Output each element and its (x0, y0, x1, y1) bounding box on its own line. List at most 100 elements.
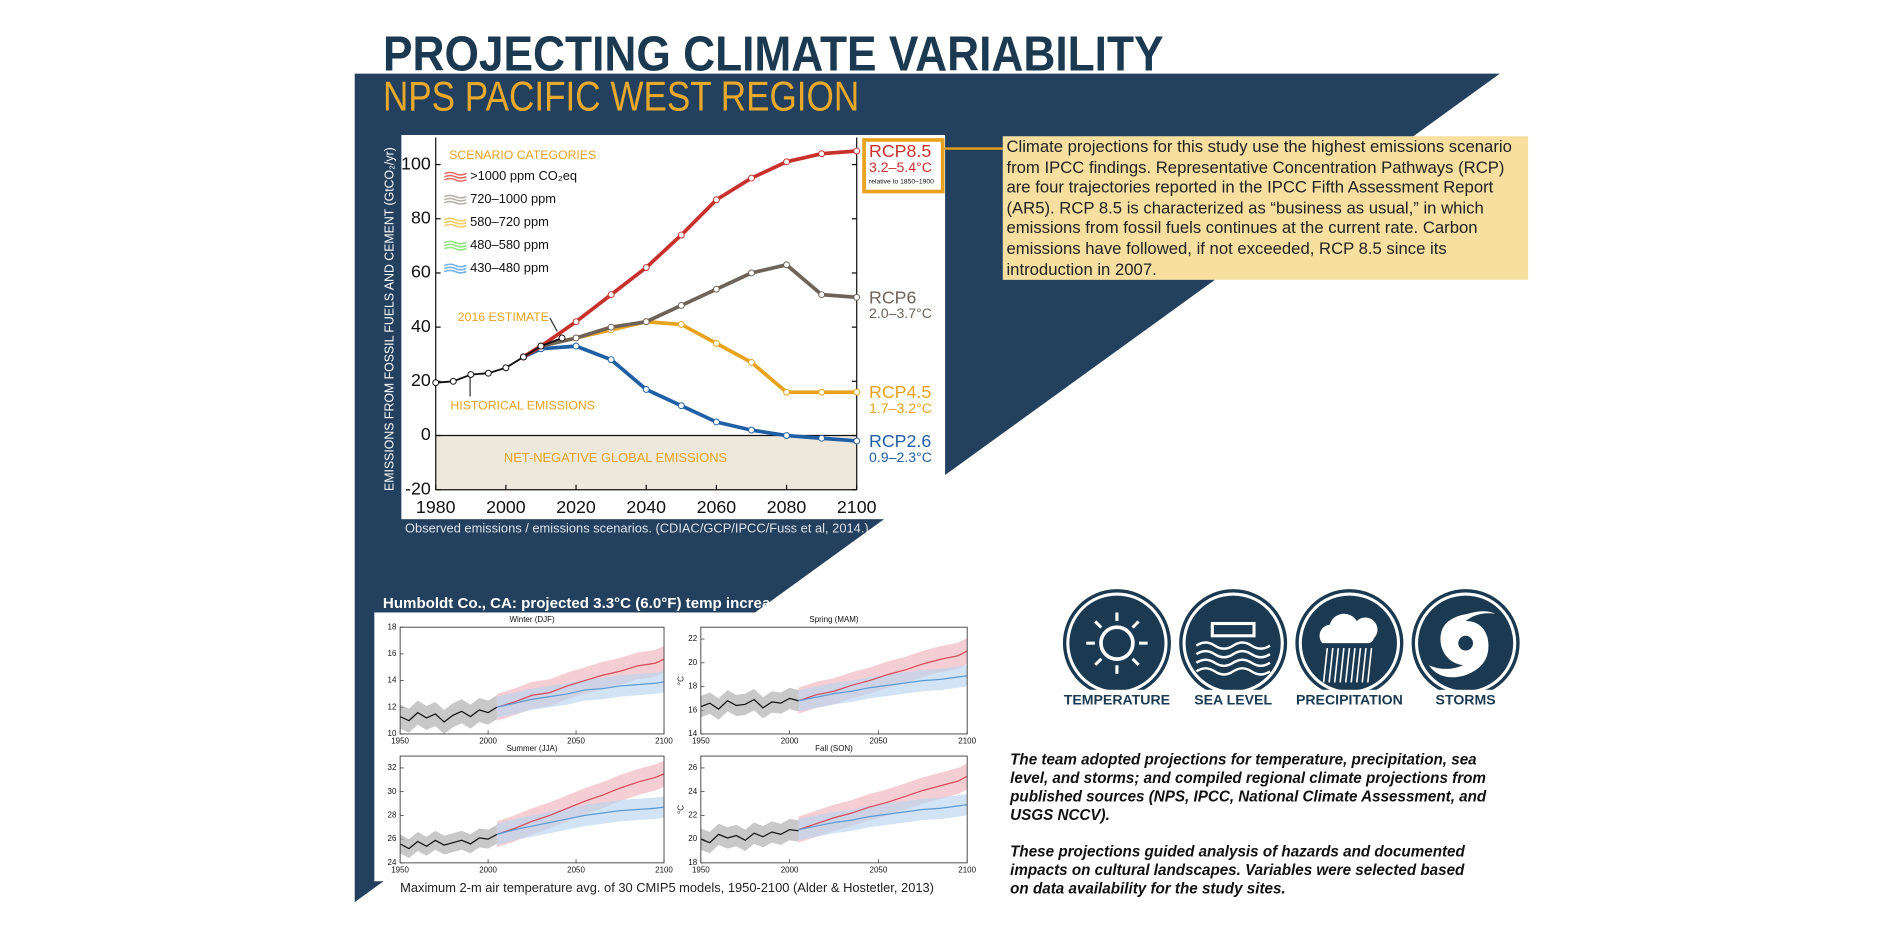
series-point (853, 437, 861, 445)
x-tick-label: 2100 (958, 736, 976, 745)
text-line: Climate projections for this study use t… (1006, 137, 1512, 156)
series-line (798, 675, 968, 702)
uncertainty-band (700, 687, 799, 720)
icon: SEA LEVEL (1176, 589, 1290, 708)
x-tick-label: 2000 (781, 865, 799, 874)
icon-shape (1131, 657, 1140, 666)
icon-shape (1339, 647, 1345, 683)
y-tick-label: 14 (688, 729, 697, 738)
annotation: HISTORICAL EMISSIONS (450, 399, 595, 413)
series-line (496, 806, 665, 835)
icon-label: TEMPERATURE (1064, 692, 1170, 708)
y-tick-label: 30 (388, 787, 397, 796)
y-tick-label: 22 (688, 811, 697, 820)
net-negative-region (435, 435, 857, 490)
series-point (712, 418, 720, 426)
icon-shape (1094, 657, 1103, 666)
series-line (496, 681, 665, 708)
series-point (818, 291, 826, 299)
panel-frame (399, 755, 665, 864)
series-point (572, 334, 580, 342)
series-point (607, 291, 615, 299)
series-point (818, 388, 826, 396)
x-tick-label: 2040 (626, 497, 666, 517)
series-point (748, 269, 755, 277)
seasonal-title: Humboldt Co., CA: projected 3.3°C (6.0°F… (383, 595, 787, 612)
uncertainty-band (798, 665, 968, 712)
series-point (712, 339, 720, 347)
series-point (783, 388, 790, 396)
series-point (519, 353, 527, 361)
y-tick-label: 18 (388, 622, 397, 631)
icon-label: PRECIPITATION (1296, 692, 1403, 708)
legend-swatch (444, 266, 467, 271)
y-axis-label: EMISSIONS FROM FOSSIL FUELS AND CEMENT (… (382, 147, 397, 491)
x-tick-label: 1980 (416, 497, 456, 517)
series-point (677, 321, 685, 328)
icon-shape (1195, 641, 1271, 650)
uncertainty-band (400, 695, 497, 734)
y-tick-label: 32 (388, 763, 397, 772)
icon-shape (1195, 658, 1271, 668)
icon-shape (1458, 635, 1473, 651)
text-line: level, and storms; and compiled regional… (1010, 769, 1486, 787)
icon-shape (1099, 625, 1135, 661)
icon-base (1060, 689, 1174, 700)
x-tick-label: 2000 (486, 497, 526, 517)
legend-swatch (444, 246, 467, 251)
x-tick-label: 2050 (567, 736, 585, 745)
paragraph: These projections guided analysis of haz… (1010, 843, 1526, 898)
icon-shape (1367, 647, 1373, 683)
series-point (748, 358, 755, 366)
legend-swatch (444, 217, 467, 222)
series-line (700, 697, 799, 710)
text-line: introduction in 2007. (1006, 259, 1157, 279)
text-line: are four trajectories reported in the IP… (1006, 178, 1494, 197)
x-tick-label: 1950 (391, 736, 409, 745)
legend-label: 720–1000 ppm (470, 191, 556, 206)
legend-title: SCENARIO CATEGORIES (449, 148, 596, 162)
series-line (798, 804, 968, 831)
y-tick-label: 100 (401, 153, 431, 173)
scenario-note: relative to 1850–1900 (869, 178, 934, 185)
x-tick-label: 2000 (479, 865, 497, 874)
y-tick-label: 14 (388, 676, 397, 685)
y-tick-label: 20 (688, 658, 697, 667)
series-point (818, 434, 826, 442)
text-line: impacts on cultural landscapes. Variable… (1010, 861, 1465, 879)
legend-swatch (444, 197, 467, 202)
y-tick-label: 24 (388, 858, 397, 867)
series-point (677, 402, 685, 410)
series-point (677, 231, 685, 239)
uncertainty-band (496, 671, 665, 718)
scenario-range: 0.9–2.3°C (869, 449, 932, 465)
icon-label: SEA LEVEL (1194, 692, 1272, 708)
x-tick-label: 1950 (692, 865, 710, 874)
text-line: on data availability for the study sites… (1010, 880, 1286, 898)
uncertainty-band (400, 824, 497, 859)
scenario-label: RCP6 (869, 287, 917, 307)
x-tick-label: 2050 (870, 736, 888, 745)
icon-shape (1210, 621, 1256, 638)
x-tick-label: 2100 (958, 865, 976, 874)
series-point (818, 150, 826, 158)
series-line (399, 833, 498, 850)
series-point (853, 388, 861, 396)
series-point (783, 261, 790, 269)
x-tick-label: 1950 (391, 865, 409, 874)
series-point (449, 377, 457, 385)
series-point (642, 264, 650, 271)
y-tick-label: 16 (388, 649, 397, 658)
series-point (677, 302, 685, 309)
series-point (748, 174, 755, 182)
series-point (642, 318, 650, 326)
legend-swatch (444, 220, 467, 225)
series-point (853, 147, 861, 155)
icon-shape (1333, 647, 1340, 683)
icon-base (1176, 689, 1290, 700)
x-tick-label: 2000 (479, 736, 497, 745)
seasonal-caption: Maximum 2-m air temperature avg. of 30 C… (400, 880, 934, 895)
legend-swatch (444, 243, 467, 248)
